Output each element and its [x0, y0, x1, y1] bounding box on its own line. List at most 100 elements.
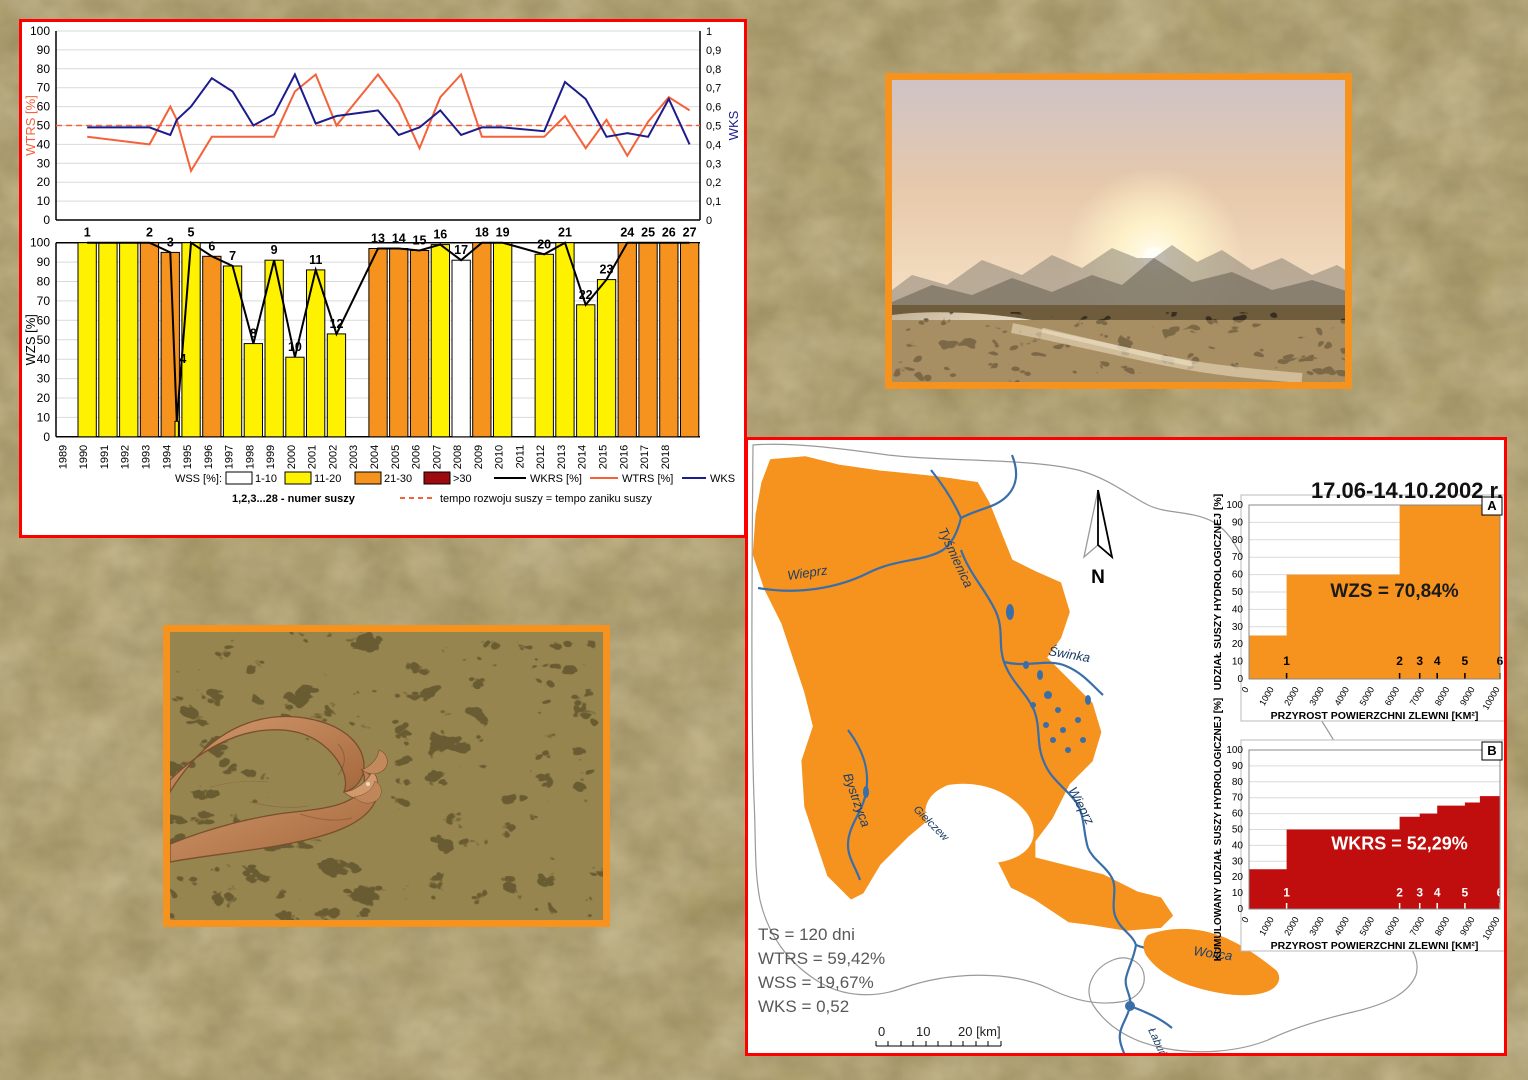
- svg-text:0: 0: [1237, 674, 1243, 685]
- svg-text:WZS = 70,84%: WZS = 70,84%: [1330, 581, 1458, 602]
- svg-text:2: 2: [1396, 885, 1403, 899]
- svg-text:2008: 2008: [452, 445, 464, 469]
- svg-text:4: 4: [179, 352, 186, 366]
- svg-text:0: 0: [1237, 904, 1243, 915]
- svg-text:N: N: [1091, 567, 1105, 588]
- svg-text:1994: 1994: [161, 445, 173, 469]
- svg-text:11-20: 11-20: [314, 473, 341, 485]
- svg-text:26: 26: [662, 226, 676, 240]
- svg-text:11: 11: [309, 253, 322, 267]
- svg-text:5: 5: [1462, 654, 1469, 668]
- svg-text:1: 1: [1283, 654, 1290, 668]
- svg-text:1990: 1990: [78, 445, 90, 469]
- svg-text:80: 80: [37, 275, 51, 289]
- svg-text:tempo rozwoju suszy = tempo za: tempo rozwoju suszy = tempo zaniku suszy: [440, 493, 652, 505]
- svg-text:WSS = 19,67%: WSS = 19,67%: [758, 973, 874, 992]
- svg-text:0,4: 0,4: [706, 139, 721, 151]
- svg-text:100: 100: [30, 24, 50, 38]
- svg-text:70: 70: [1232, 793, 1244, 804]
- svg-text:20: 20: [537, 237, 551, 251]
- svg-text:1999: 1999: [265, 445, 277, 469]
- svg-text:WTRS [%]: WTRS [%]: [23, 95, 38, 156]
- svg-text:2010: 2010: [494, 445, 506, 469]
- svg-text:27: 27: [683, 226, 697, 240]
- svg-text:22: 22: [579, 288, 593, 302]
- svg-text:4: 4: [1434, 654, 1441, 668]
- svg-text:10: 10: [37, 410, 51, 424]
- svg-text:WKS: WKS: [710, 473, 735, 485]
- svg-text:60: 60: [1232, 570, 1244, 581]
- svg-text:100: 100: [30, 236, 50, 250]
- svg-text:WKS: WKS: [726, 110, 741, 140]
- svg-text:2011: 2011: [514, 445, 526, 469]
- svg-text:70: 70: [1232, 552, 1244, 563]
- svg-text:70: 70: [37, 294, 51, 308]
- svg-text:1,2,3...28 - numer suszy: 1,2,3...28 - numer suszy: [232, 493, 356, 505]
- svg-text:80: 80: [1232, 535, 1244, 546]
- svg-text:0,9: 0,9: [706, 45, 721, 57]
- svg-text:12: 12: [330, 317, 344, 331]
- svg-text:TS = 120 dni: TS = 120 dni: [758, 925, 855, 944]
- svg-text:5: 5: [1462, 885, 1469, 899]
- svg-text:2003: 2003: [348, 445, 360, 469]
- svg-text:WTRS = 59,42%: WTRS = 59,42%: [758, 949, 885, 968]
- svg-text:1996: 1996: [203, 445, 215, 469]
- svg-text:20: 20: [1232, 872, 1244, 883]
- svg-text:7: 7: [229, 249, 236, 263]
- svg-text:10: 10: [288, 340, 302, 354]
- svg-text:1995: 1995: [182, 445, 194, 469]
- svg-text:1989: 1989: [57, 445, 69, 469]
- svg-text:100: 100: [1226, 500, 1243, 511]
- svg-text:19: 19: [496, 226, 510, 240]
- svg-text:40: 40: [1232, 604, 1244, 615]
- svg-text:80: 80: [37, 62, 51, 76]
- svg-text:2016: 2016: [618, 445, 630, 469]
- svg-text:2013: 2013: [556, 445, 568, 469]
- svg-text:50: 50: [37, 119, 51, 133]
- svg-text:8: 8: [250, 327, 257, 341]
- svg-text:WKRS = 52,29%: WKRS = 52,29%: [1331, 834, 1468, 854]
- svg-text:20 [km]: 20 [km]: [958, 1024, 1001, 1039]
- svg-text:20: 20: [37, 391, 51, 405]
- svg-text:60: 60: [1232, 809, 1244, 820]
- svg-text:80: 80: [1232, 777, 1244, 788]
- svg-text:6: 6: [208, 239, 215, 253]
- svg-text:KUMULOWANY UDZIAŁ SUSZY HYDROL: KUMULOWANY UDZIAŁ SUSZY HYDROLOGICZNEJ […: [1213, 698, 1224, 962]
- svg-text:0,6: 0,6: [706, 102, 721, 114]
- svg-text:50: 50: [37, 333, 51, 347]
- svg-text:2007: 2007: [431, 445, 443, 469]
- svg-text:30: 30: [37, 156, 51, 170]
- svg-text:3: 3: [167, 235, 174, 249]
- svg-text:40: 40: [37, 137, 51, 151]
- svg-text:1: 1: [1283, 885, 1290, 899]
- svg-text:B: B: [1487, 743, 1496, 758]
- svg-text:50: 50: [1232, 587, 1244, 598]
- svg-text:9: 9: [271, 243, 278, 257]
- svg-text:10: 10: [1232, 888, 1244, 899]
- svg-text:2012: 2012: [535, 445, 547, 469]
- svg-text:0,8: 0,8: [706, 64, 721, 76]
- svg-text:1998: 1998: [244, 445, 256, 469]
- svg-text:0,5: 0,5: [706, 121, 721, 133]
- svg-text:3: 3: [1416, 885, 1423, 899]
- svg-text:70: 70: [37, 81, 51, 95]
- svg-text:1997: 1997: [224, 445, 236, 469]
- svg-text:2001: 2001: [307, 445, 319, 469]
- svg-text:2009: 2009: [473, 445, 485, 469]
- svg-text:0,1: 0,1: [706, 196, 721, 208]
- svg-text:30: 30: [1232, 622, 1244, 633]
- svg-text:21: 21: [558, 226, 572, 240]
- svg-text:WKS = 0,52: WKS = 0,52: [758, 997, 849, 1016]
- svg-text:1993: 1993: [141, 445, 153, 469]
- svg-text:60: 60: [37, 100, 51, 114]
- svg-text:5: 5: [188, 226, 195, 240]
- svg-text:20: 20: [37, 175, 51, 189]
- svg-text:30: 30: [37, 372, 51, 386]
- svg-text:2: 2: [146, 226, 153, 240]
- svg-text:17.06-14.10.2002 r.: 17.06-14.10.2002 r.: [1311, 478, 1503, 503]
- svg-text:2: 2: [1396, 654, 1403, 668]
- svg-text:10: 10: [916, 1024, 930, 1039]
- svg-text:0,3: 0,3: [706, 158, 721, 170]
- svg-text:0: 0: [878, 1024, 885, 1039]
- svg-text:40: 40: [37, 352, 51, 366]
